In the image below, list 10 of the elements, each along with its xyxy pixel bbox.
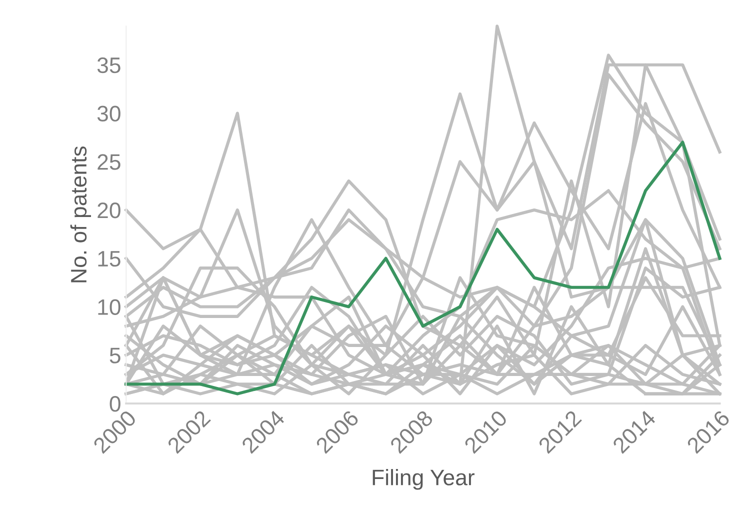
y-tick-label: 20 (98, 202, 120, 218)
y-tick-label: 10 (98, 299, 120, 316)
y-axis-title: No. of patents (70, 146, 92, 282)
y-tick-label: 5 (110, 348, 120, 364)
y-tick-label: 30 (97, 106, 120, 122)
x-axis-title: Filing Year (372, 469, 474, 490)
y-tick-label: 15 (98, 251, 120, 267)
y-tick-label: 35 (97, 57, 120, 74)
y-tick-label: 0 (110, 396, 120, 412)
y-tick-label: 25 (98, 154, 120, 170)
